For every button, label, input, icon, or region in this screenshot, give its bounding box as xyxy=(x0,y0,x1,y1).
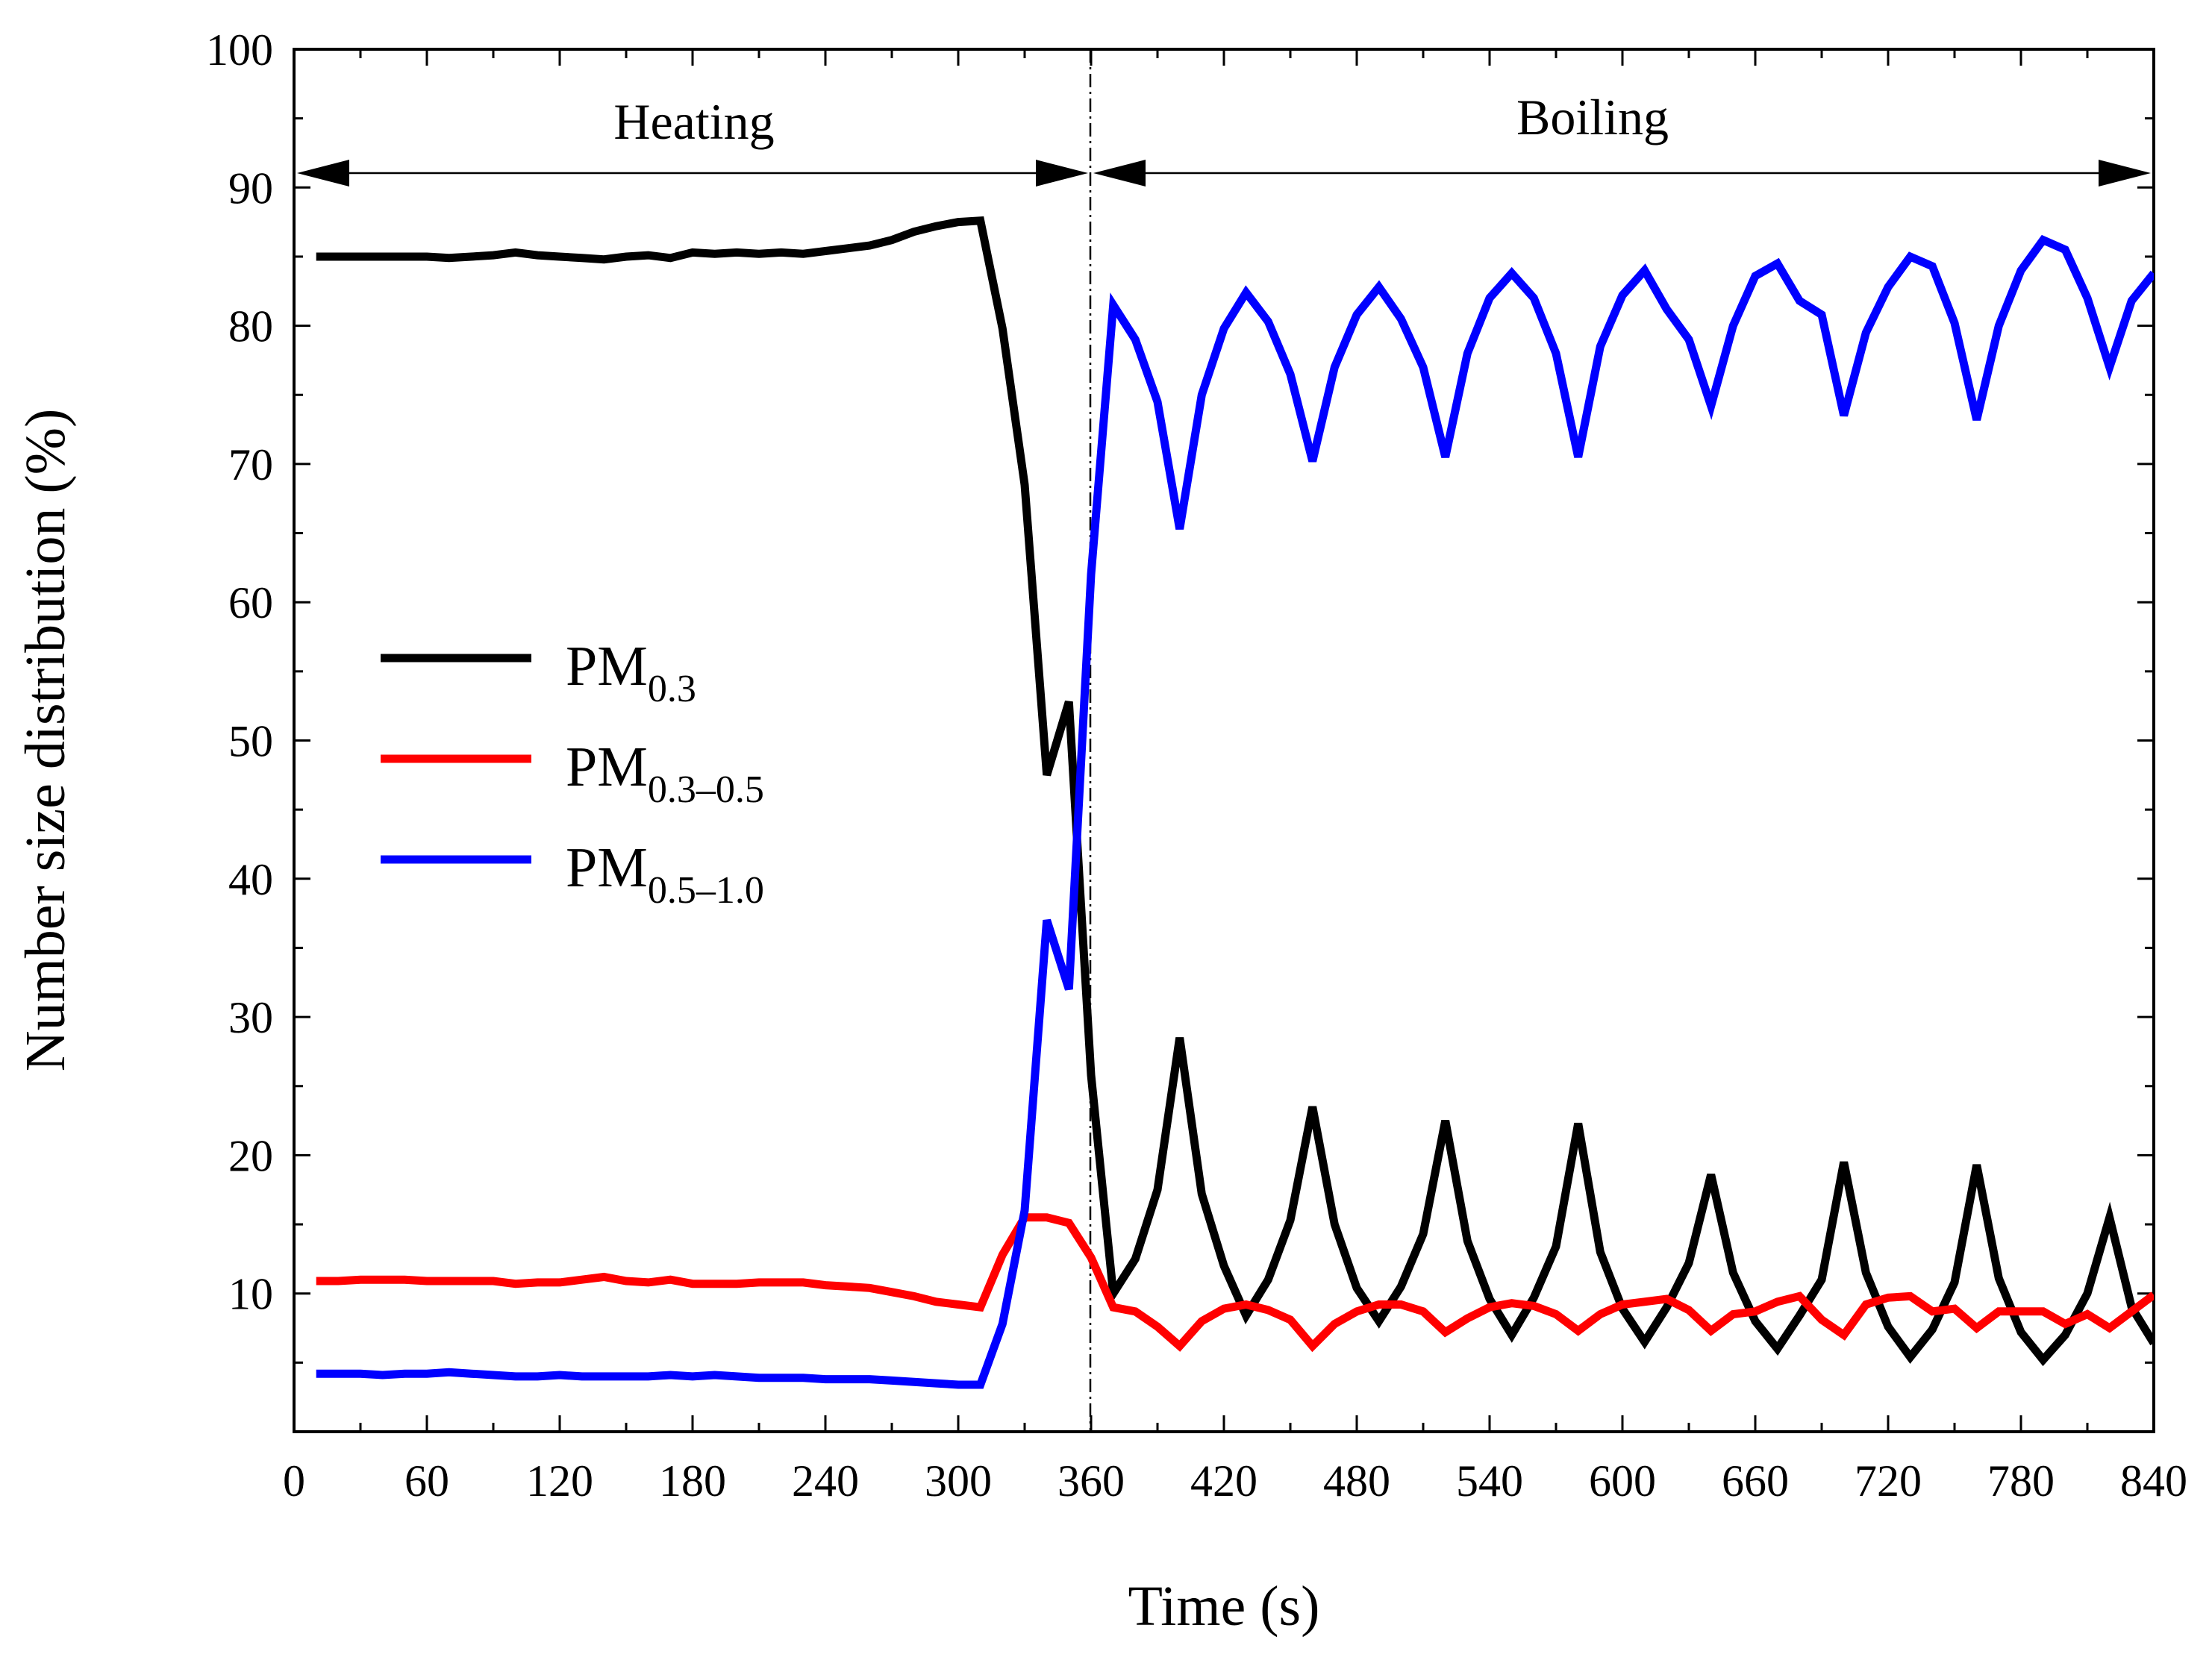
series-pm03-05-line xyxy=(316,1213,2154,1353)
x-tick-label: 300 xyxy=(925,1456,992,1506)
y-tick-label: 30 xyxy=(228,993,273,1042)
y-tick-label: 20 xyxy=(228,1131,273,1180)
y-tick-label: 60 xyxy=(228,578,273,627)
heating-label: Heating xyxy=(613,93,774,150)
axis-ticks xyxy=(293,48,2155,1433)
x-tick-label: 780 xyxy=(1987,1456,2055,1506)
y-tick-label: 50 xyxy=(228,717,273,766)
x-tick-label: 60 xyxy=(404,1456,449,1506)
boiling-arrow-left-head xyxy=(1093,160,1146,187)
heating-arrow xyxy=(297,160,1088,187)
boiling-arrow xyxy=(1093,160,2151,187)
series-pm05-10-line xyxy=(316,234,2154,1389)
boiling-label: Boiling xyxy=(1516,89,1669,145)
x-tick-label: 180 xyxy=(659,1456,726,1506)
legend: PM0.3 PM0.3–0.5 PM0.5–1.0 xyxy=(381,635,764,912)
legend-label-pm03: PM0.3 xyxy=(566,635,696,710)
legend-item-pm05-10: PM0.5–1.0 xyxy=(381,836,764,912)
x-tick-label: 660 xyxy=(1722,1456,1789,1506)
x-tick-label: 240 xyxy=(792,1456,859,1506)
y-tick-label: 90 xyxy=(228,163,273,213)
x-tick-label: 720 xyxy=(1855,1456,1922,1506)
x-tick-label: 840 xyxy=(2120,1456,2187,1506)
legend-label-pm03-05: PM0.3–0.5 xyxy=(566,736,764,811)
legend-label-pm05-10: PM0.5–1.0 xyxy=(566,836,764,912)
series-lines xyxy=(316,216,2154,1389)
series-pm03-line xyxy=(316,216,2154,1367)
y-tick-label: 40 xyxy=(228,855,273,904)
x-tick-label: 120 xyxy=(526,1456,593,1506)
y-tick-label: 10 xyxy=(228,1270,273,1319)
y-tick-label: 100 xyxy=(206,25,273,75)
x-tick-label: 0 xyxy=(283,1456,305,1506)
x-tick-label: 420 xyxy=(1190,1456,1257,1506)
axis-tick-labels: 0 60 120 180 240 300 360 420 480 540 600 660 720 780 8… xyxy=(206,25,2187,1506)
y-tick-label: 80 xyxy=(228,302,273,351)
legend-item-pm03-05: PM0.3–0.5 xyxy=(381,736,764,811)
boiling-arrow-right-head xyxy=(2099,160,2151,187)
heating-arrow-left-head xyxy=(297,160,349,187)
heating-arrow-right-head xyxy=(1036,160,1088,187)
x-tick-label: 480 xyxy=(1323,1456,1390,1506)
y-tick-label: 70 xyxy=(228,440,273,489)
y-axis-title: Number size distribution (%) xyxy=(14,409,77,1072)
x-tick-label: 600 xyxy=(1589,1456,1656,1506)
legend-item-pm03: PM0.3 xyxy=(381,635,696,710)
x-tick-label: 360 xyxy=(1057,1456,1125,1506)
x-tick-label: 540 xyxy=(1456,1456,1523,1506)
x-axis-title: Time (s) xyxy=(1128,1575,1320,1638)
